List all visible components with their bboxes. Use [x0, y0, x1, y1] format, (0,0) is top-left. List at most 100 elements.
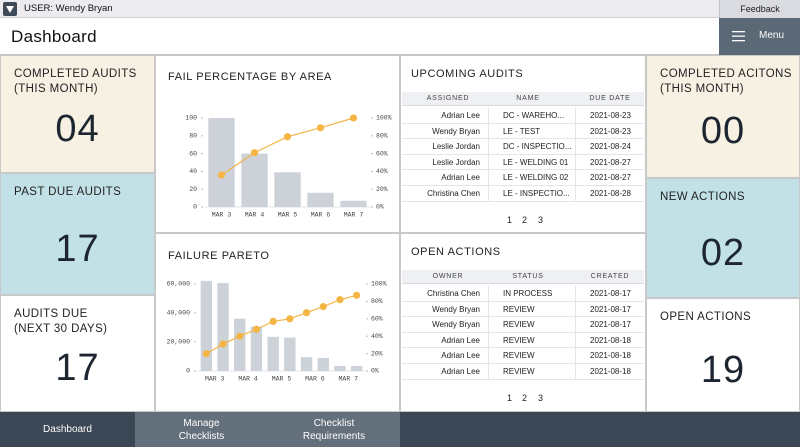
row-divider: [402, 347, 644, 349]
page-link[interactable]: 1: [507, 393, 513, 403]
y-tick-label: 60: [189, 150, 197, 157]
y2-tick-label: 80%: [376, 133, 388, 140]
row-divider: [402, 331, 644, 333]
table-cell: Adrian Lee: [441, 335, 480, 345]
row-divider: [402, 378, 644, 380]
y2-tick-label: 20%: [371, 350, 383, 357]
y2-tick-label: 40%: [376, 168, 388, 175]
line-point: [202, 350, 210, 358]
page-link[interactable]: 1: [507, 215, 513, 225]
column-divider: [575, 332, 576, 349]
row-divider: [402, 363, 644, 364]
table-cell: 2021-08-17: [590, 289, 631, 298]
page-title: Dashboard: [11, 27, 97, 46]
line-point: [286, 315, 294, 323]
x-tick-label: MAR 3: [205, 376, 225, 383]
charts-layer: 0 20 40 60 80 100 0% 20% 40% 60% 80% 100% MAR 3 MAR 4…: [167, 114, 392, 383]
bar: [250, 326, 263, 371]
table-title: UPCOMING AUDITS: [411, 68, 524, 80]
column-divider: [575, 186, 576, 202]
column-header: STATUS: [512, 273, 544, 280]
table-title: OPEN ACTIONS: [411, 246, 501, 258]
tile-label-line: (NEXT 30 DAYS): [14, 323, 108, 335]
table-cell: Leslie Jordan: [432, 142, 480, 152]
line-point: [217, 171, 226, 179]
tile-label: OPEN ACTIONS: [660, 310, 751, 325]
table-cell: 2021-08-18: [590, 367, 631, 376]
column-divider: [488, 301, 489, 318]
line-point: [353, 291, 361, 299]
table-cell: Wendy Bryan: [432, 304, 480, 314]
bar: [274, 172, 301, 207]
feedback-button[interactable]: Feedback: [719, 0, 800, 18]
column-header: OWNER: [432, 273, 464, 280]
x-tick-label: MAR 7: [344, 212, 364, 219]
tile-value: 19: [700, 349, 746, 392]
column-divider: [575, 139, 576, 155]
page-link[interactable]: 3: [538, 215, 544, 225]
table-panel: [400, 233, 646, 412]
bar: [334, 365, 346, 371]
line-point: [252, 325, 261, 333]
row-divider: [402, 200, 644, 202]
bar: [217, 283, 229, 371]
tile-label-line: COMPLETED AUDITS: [14, 68, 137, 80]
x-tick-label: MAR 6: [311, 212, 331, 219]
x-tick-label: MAR 3: [212, 212, 232, 219]
table-cell: Christina Chen: [427, 189, 480, 198]
table-cell: REVIEW: [503, 351, 535, 361]
page-link[interactable]: 2: [522, 215, 528, 225]
row-divider: [402, 169, 644, 171]
tile-label-line: AUDITS DUE: [14, 308, 88, 320]
table-cell: DC - INSPECTIO...: [503, 142, 572, 152]
table-cell: 2021-08-28: [590, 189, 631, 198]
tile-label: NEW ACTIONS: [660, 190, 745, 205]
table-cell: 2021-08-24: [590, 142, 631, 152]
bar: [284, 337, 296, 371]
y-tick-label: 0: [193, 204, 197, 211]
table-cell: 2021-08-23: [590, 111, 631, 120]
y-tick-label: 80: [189, 133, 197, 140]
column-header: DUE DATE: [589, 95, 631, 102]
tile-label: PAST DUE AUDITS: [14, 185, 121, 200]
x-tick-label: MAR 7: [339, 376, 359, 383]
y2-tick-label: 0%: [371, 368, 379, 375]
table-cell: Leslie Jordan: [432, 157, 480, 167]
tile-value: 02: [700, 231, 746, 274]
tile-label-line: (THIS MONTH): [660, 83, 745, 95]
table-cell: 2021-08-17: [590, 320, 631, 330]
column-divider: [488, 108, 489, 124]
column-divider: [575, 317, 576, 333]
tile-label-line: NEW ACTIONS: [660, 191, 745, 203]
page-link[interactable]: 2: [522, 393, 528, 403]
row-divider: [402, 138, 644, 140]
nav-tab[interactable]: Dashboard: [0, 412, 135, 447]
nav-tab[interactable]: Checklist Requirements: [268, 412, 400, 447]
table-cell: REVIEW: [503, 367, 535, 376]
menu-button[interactable]: Menu: [719, 18, 800, 55]
column-header: NAME: [516, 95, 540, 102]
column-divider: [488, 139, 489, 155]
column-divider: [488, 348, 489, 364]
nav-tab[interactable]: Manage Checklists: [135, 412, 268, 447]
table-header-row: [402, 92, 644, 106]
stat-tile: AUDITS DUE (NEXT 30 DAYS) 17: [0, 295, 155, 412]
row-divider: [402, 300, 644, 302]
page-link[interactable]: 3: [538, 393, 544, 403]
table-cell: 2021-08-27: [590, 173, 631, 183]
y-tick-label: 40: [189, 168, 197, 175]
table-cell: REVIEW: [503, 335, 535, 345]
bar: [317, 357, 329, 371]
user-label: USER: Wendy Bryan: [24, 3, 113, 14]
stat-tile: COMPLETED ACITONS (THIS MONTH) 00: [646, 55, 800, 178]
row-divider: [402, 185, 644, 186]
bar: [350, 365, 363, 371]
column-divider: [575, 154, 576, 171]
table-cell: IN PROCESS: [503, 289, 553, 298]
top-bar: [0, 0, 800, 18]
line-point: [336, 296, 344, 304]
line-point: [349, 114, 358, 122]
chart-panel: [155, 233, 400, 412]
line-point: [302, 309, 311, 317]
